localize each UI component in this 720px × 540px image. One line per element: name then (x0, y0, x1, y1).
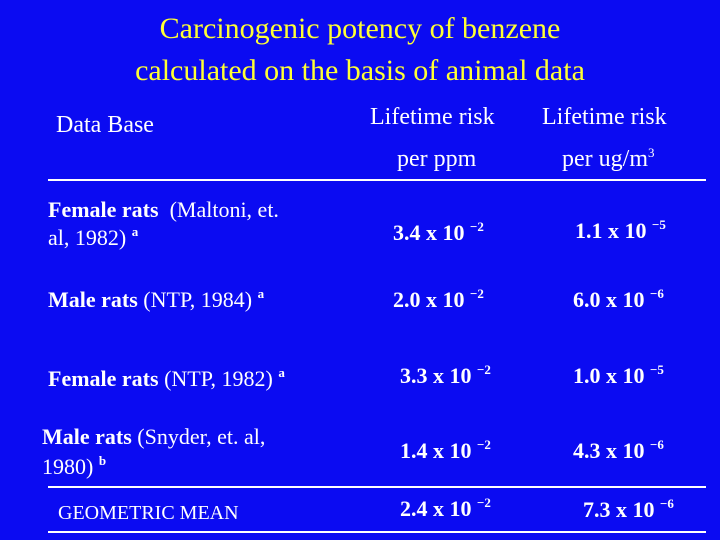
header-rule (48, 179, 706, 181)
header-col2-line2: per ug/m3 (562, 145, 655, 172)
slide-title: Carcinogenic potency of benzene calculat… (0, 8, 720, 92)
mean-top-rule (48, 486, 706, 488)
row-2-label: Male rats (NTP, 1984) a (48, 286, 265, 312)
header-data-base: Data Base (56, 112, 154, 138)
row-1-per-ugm3: 1.1 x 10 −5 (575, 217, 666, 243)
geometric-mean-label: GEOMETRIC MEAN (58, 502, 239, 524)
geometric-mean-per-ugm3: 7.3 x 10 −6 (583, 496, 674, 522)
mean-bottom-rule (48, 531, 706, 533)
title-line-1: Carcinogenic potency of benzene (159, 12, 561, 45)
title-line-2: calculated on the basis of animal data (135, 54, 585, 87)
row-2-per-ppm: 2.0 x 10 −2 (393, 286, 484, 312)
row-4-per-ugm3: 4.3 x 10 −6 (573, 437, 664, 463)
row-3-per-ppm: 3.3 x 10 −2 (400, 362, 491, 388)
row-2-per-ugm3: 6.0 x 10 −6 (573, 286, 664, 312)
row-1-label: Female rats (Maltoni, et. al, 1982) a (48, 197, 279, 250)
header-col1-line2: per ppm (397, 146, 477, 172)
row-3-per-ugm3: 1.0 x 10 −5 (573, 362, 664, 388)
row-4-per-ppm: 1.4 x 10 −2 (400, 437, 491, 463)
header-col1-line1: Lifetime risk (370, 104, 495, 130)
geometric-mean-per-ppm: 2.4 x 10 −2 (400, 495, 491, 521)
row-1-per-ppm: 3.4 x 10 −2 (393, 219, 484, 245)
row-4-label: Male rats (Snyder, et. al, 1980) b (42, 424, 266, 479)
row-3-label: Female rats (NTP, 1982) a (48, 365, 285, 391)
header-col2-line1: Lifetime risk (542, 104, 667, 130)
